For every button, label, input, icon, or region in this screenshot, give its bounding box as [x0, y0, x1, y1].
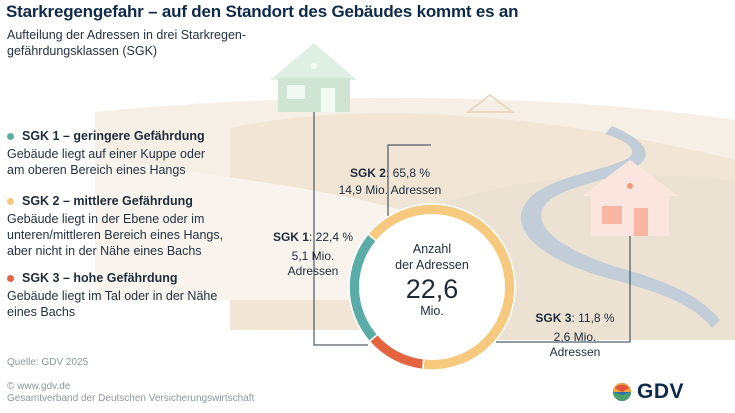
slice-percent-sgk3: 11,8 % — [578, 311, 615, 325]
legend-desc-sgk1-line1: Gebäude liegt auf einer Kuppe oder — [7, 147, 206, 161]
house-top-icon — [270, 43, 357, 112]
legend-dot-sgk2 — [7, 198, 14, 205]
source-note: Quelle: GDV 2025 — [7, 357, 89, 368]
legend-sgk2: SGK 2 – mittlere Gefährdung Gebäude lieg… — [7, 194, 247, 259]
slice-value-sgk3-line2: Adressen — [549, 345, 601, 359]
slice-name-sgk2: SGK 2 — [349, 166, 386, 180]
page-subtitle: Aufteilung der Adressen in drei Starkreg… — [7, 27, 277, 59]
total-unit: Mio. — [420, 304, 444, 318]
slice-name-sgk1: SGK 1 — [272, 230, 309, 244]
legend-sgk1: SGK 1 – geringere Gefährdung Gebäude lie… — [7, 129, 247, 178]
house-right-icon — [582, 160, 678, 236]
legend-desc-sgk1-line2: am oberen Bereich eines Hangs — [7, 163, 186, 177]
legend-desc-sgk2-line1: Gebäude liegt in der Ebene oder im — [7, 212, 205, 226]
legend-sgk3: SGK 3 – hohe Gefährdung Gebäude liegt im… — [7, 271, 247, 320]
slice-value-sgk2-line1: 14,9 Mio. Adressen — [338, 183, 442, 197]
copyright-note: © www.gdv.de Gesamtverband der Deutschen… — [7, 381, 254, 405]
legend-label-sgk1: SGK 1 – geringere Gefährdung — [22, 129, 205, 143]
legend-desc-sgk2-line2: unteren/mittleren Bereich eines Hangs, — [7, 228, 224, 242]
slice-name-sgk3: SGK 3 — [535, 311, 572, 325]
left-slope — [95, 155, 420, 300]
river — [520, 126, 720, 328]
total-label-line2: der Adressen — [395, 258, 469, 272]
house-middle-icon — [465, 93, 515, 113]
total-label-line1: Anzahl — [412, 242, 452, 256]
legend-dot-sgk1 — [7, 133, 14, 140]
subtitle-line-2: gefährdungsklassen (SGK) — [7, 44, 158, 58]
gdv-logo-mark-icon — [613, 383, 631, 401]
copyright-line: © www.gdv.de — [7, 381, 71, 392]
slice-value-sgk3-line1: 2,6 Mio. — [553, 330, 597, 344]
legend-desc-sgk2-line3: aber nicht in der Nähe eines Bachs — [7, 244, 202, 258]
slice-label-sgk3: SGK 3: 11,8 % 2,6 Mio. Adressen — [525, 311, 625, 360]
gdv-logo: GDV — [612, 380, 684, 404]
sgk3-leader-line — [496, 236, 631, 343]
legend-label-sgk2: SGK 2 – mittlere Gefährdung — [22, 194, 193, 208]
slice-percent-sgk2: 65,8 % — [392, 166, 431, 180]
sgk2-leader-line — [387, 144, 431, 232]
donut-inner-hole — [359, 214, 505, 360]
page-title: Starkregengefahr – auf den Standort des … — [6, 2, 519, 21]
legend-label-sgk3: SGK 3 – hohe Gefährdung — [22, 271, 178, 285]
gdv-logo-text: GDV — [637, 380, 685, 403]
slice-label-sgk1: SGK 1: 22,4 % 5,1 Mio. Adressen — [268, 230, 358, 279]
slice-value-sgk1-line1: 5,1 Mio. — [291, 249, 335, 263]
sgk1-leader-line — [313, 112, 368, 346]
donut-center-label: Anzahl der Adressen 22,6 Mio. — [383, 241, 481, 319]
organization-line: Gesamtverband der Deutschen Versicherung… — [7, 393, 255, 404]
legend-desc-sgk3-line1: Gebäude liegt im Tal oder in der Nähe — [7, 289, 218, 303]
legend-dot-sgk3 — [7, 275, 14, 282]
slice-percent-sgk1: 22,4 % — [315, 230, 354, 244]
slice-value-sgk1-line2: Adressen — [287, 264, 339, 278]
legend-desc-sgk3-line2: eines Bachs — [7, 305, 76, 319]
slice-label-sgk2: SGK 2: 65,8 % 14,9 Mio. Adressen — [328, 166, 452, 198]
subtitle-line-1: Aufteilung der Adressen in drei Starkreg… — [7, 28, 247, 42]
total-value: 22,6 — [405, 274, 459, 304]
